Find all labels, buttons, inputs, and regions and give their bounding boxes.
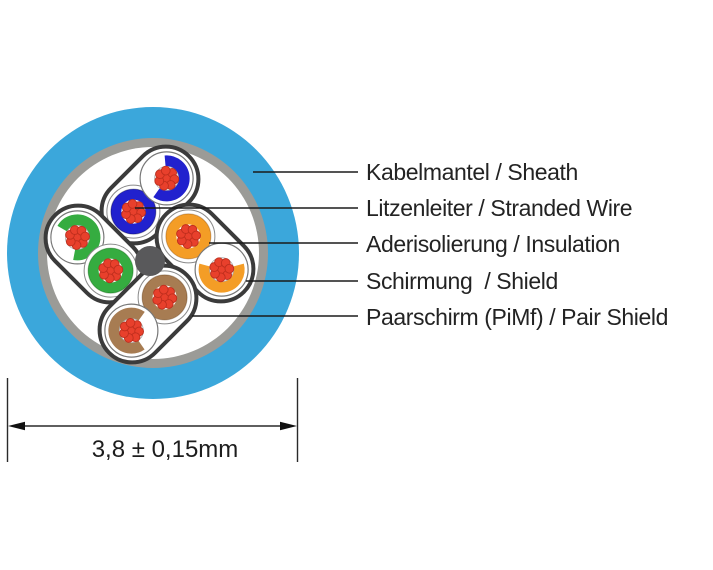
leader-lines [135,171,358,317]
dimension-arrowhead-right [280,421,297,431]
wire-pair-brown [97,263,199,365]
wire-brown-stripped [104,303,159,358]
wire-orange-solid [161,209,216,264]
dimension-value: 3,8 ± 0,15mm [91,436,239,463]
label-pair-shield: Paarschirm (PiMf) / Pair Shield [366,304,669,330]
wire-green-stripped [50,210,105,265]
label-stranded-wire: Litzenleiter / Stranded Wire [366,195,633,221]
wire-orange-stripped [194,242,249,297]
dimension-arrowhead-left [8,421,25,431]
wire-blue-stripped [139,151,194,206]
label-shield: Schirmung / Shield [366,268,558,294]
wire-brown-solid [137,270,192,325]
label-insulation: Aderisolierung / Insulation [366,231,620,257]
dimension-annotation [6,378,299,462]
wire-pair-blue [99,144,201,246]
wire-pair-green [43,203,145,305]
label-sheath: Kabelmantel / Sheath [366,159,578,185]
center-filler [135,246,165,276]
wire-green-solid [83,243,138,298]
